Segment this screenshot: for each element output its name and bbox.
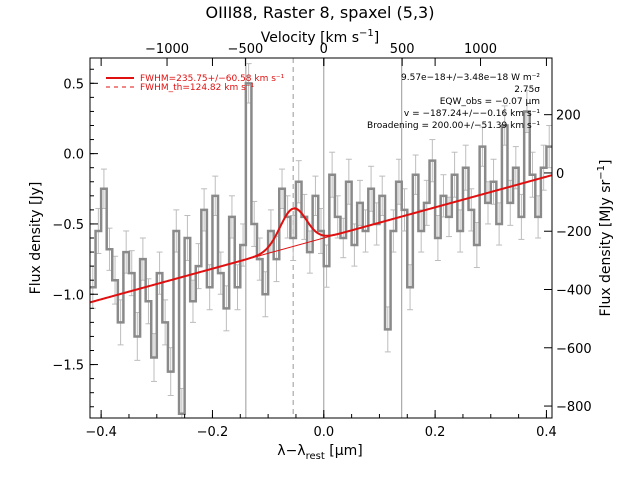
x-tick-label-2: 0.0 (313, 425, 334, 440)
x-tick-label-1: −0.2 (197, 425, 229, 440)
error-bars (90, 63, 552, 418)
top-tick-label-4: 1000 (464, 42, 497, 57)
right-tick-label-5: −800 (556, 400, 592, 415)
top-tick-label-3: 500 (390, 42, 415, 57)
right-tick-label-3: −400 (556, 283, 592, 298)
spectrum-line (90, 82, 552, 416)
right-y-ticks: 200 0 −200 −400 −600 −800 (544, 109, 592, 415)
annotation-significance: 2.75σ (514, 85, 540, 95)
top-x-ticks: −1000 −500 0 500 1000 (145, 42, 497, 66)
annotation-velocity: v = −187.24+/−−0.16 km s⁻¹ (404, 109, 540, 119)
y-axis-title: Flux density [Jy] (28, 182, 44, 295)
right-y-axis-title: Flux density [MJy sr−1] (596, 159, 614, 316)
y-tick-label-0: −1.5 (52, 359, 84, 374)
top-tick-label-0: −1000 (145, 42, 189, 57)
spectrum-series (90, 82, 552, 416)
legend-entry-fwhm: FWHM=235.75+/−60.58 km s⁻¹ (140, 74, 285, 84)
annotation-eqw: EQW_obs = −0.07 μm (440, 97, 540, 107)
top-tick-label-2: 0 (320, 42, 328, 57)
total-fit-line (90, 174, 552, 304)
y-tick-label-1: −1.0 (52, 288, 84, 303)
annotation-broadening: Broadening = 200.00+/−51.39 km s⁻¹ (367, 121, 540, 131)
right-tick-label-0: 200 (556, 109, 581, 124)
x-tick-label-4: 0.4 (536, 425, 557, 440)
x-tick-label-0: −0.4 (85, 425, 117, 440)
top-tick-label-1: −500 (228, 42, 264, 57)
y-tick-label-2: −0.5 (52, 218, 84, 233)
bottom-x-ticks: −0.4 −0.2 0.0 0.2 0.4 (85, 58, 557, 440)
right-tick-label-4: −600 (556, 342, 592, 357)
y-tick-label-4: 0.5 (63, 77, 84, 92)
y-tick-label-3: 0.0 (63, 148, 84, 163)
annotation-line-flux: 9.57e−18+/−3.48e−18 W m⁻² (401, 73, 540, 83)
top-x-axis-title: Velocity [km s−1] (261, 28, 380, 46)
x-tick-label-3: 0.2 (425, 425, 446, 440)
right-tick-label-2: −200 (556, 225, 592, 240)
x-axis-title: λ−λrest [μm] (277, 443, 362, 462)
legend: FWHM=235.75+/−60.58 km s⁻¹ FWHM_th=124.8… (106, 74, 285, 93)
legend-entry-fwhm-th: FWHM_th=124.82 km s⁻¹ (140, 83, 255, 93)
chart-title: OIII88, Raster 8, spaxel (5,3) (206, 3, 435, 22)
right-tick-label-1: 0 (556, 167, 564, 182)
fit-series (90, 174, 552, 304)
fit-annotations: 9.57e−18+/−3.48e−18 W m⁻² 2.75σ EQW_obs … (367, 73, 540, 131)
left-y-ticks: −1.5 −1.0 −0.5 0.0 0.5 (52, 68, 98, 408)
